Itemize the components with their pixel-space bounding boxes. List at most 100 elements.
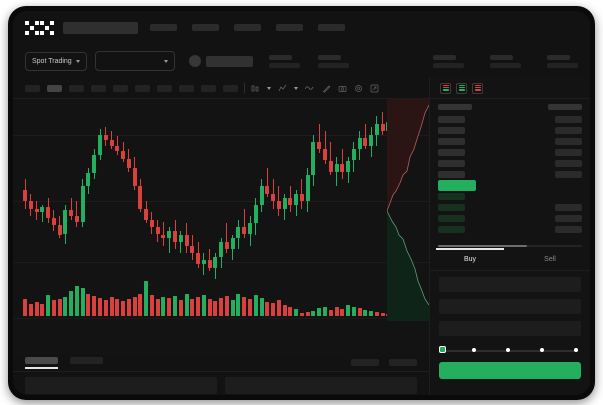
- timeframe-more[interactable]: [223, 84, 238, 92]
- nav-item-1[interactable]: [150, 24, 177, 31]
- tab-buy[interactable]: Buy: [430, 248, 510, 270]
- gridline: [13, 318, 429, 319]
- volume-bar: [126, 299, 131, 316]
- volume-bar: [282, 305, 287, 316]
- orderbook-asks-icon[interactable]: [472, 82, 483, 94]
- chart-bottom-tabs: [13, 354, 429, 372]
- slider-step-75[interactable]: [539, 347, 544, 352]
- tab-trading-view[interactable]: [70, 356, 103, 369]
- chevron-down-icon[interactable]: [267, 86, 271, 90]
- table-row[interactable]: [438, 114, 582, 125]
- volume-bar: [305, 312, 310, 316]
- table-row[interactable]: [438, 191, 582, 202]
- table-row[interactable]: [438, 224, 582, 235]
- volume-bar: [311, 310, 316, 316]
- volume-bar: [144, 281, 149, 316]
- volume-bar: [190, 299, 195, 316]
- slider-step-0[interactable]: [439, 346, 446, 353]
- table-row[interactable]: [438, 136, 582, 147]
- pair-selector[interactable]: [94, 51, 175, 71]
- tab-settings[interactable]: [389, 359, 417, 366]
- volume-bar: [40, 304, 45, 316]
- total-field[interactable]: [439, 321, 581, 336]
- price-field[interactable]: [439, 277, 581, 292]
- volume-bar: [265, 301, 270, 316]
- orderbook-bids-icon[interactable]: [456, 82, 467, 94]
- orderbook-scrollbar[interactable]: [438, 245, 582, 247]
- timeframe-buttons: [25, 84, 238, 92]
- timeframe-1h[interactable]: [113, 84, 128, 92]
- timeframe-30m[interactable]: [91, 84, 106, 92]
- settings-gear-icon[interactable]: [354, 84, 363, 93]
- bottom-panels: [13, 375, 429, 395]
- active-tab-underline: [25, 367, 58, 369]
- pair-label: [205, 55, 253, 67]
- place-buy-order-button[interactable]: [439, 362, 581, 379]
- volume-bar: [317, 308, 322, 316]
- volume-bar: [276, 300, 281, 316]
- volume-bar: [340, 308, 345, 316]
- table-row[interactable]: [438, 213, 582, 224]
- indicators-icon[interactable]: [278, 84, 287, 93]
- volume-bar: [380, 313, 385, 316]
- timeframe-1m[interactable]: [25, 84, 40, 92]
- trading-mode-selector[interactable]: Spot Trading: [25, 51, 87, 71]
- table-row[interactable]: [438, 169, 582, 180]
- volume-bar: [173, 295, 177, 316]
- nav-item-5[interactable]: [318, 24, 345, 31]
- market-header-bar: Spot Trading: [13, 44, 590, 78]
- positions-panel[interactable]: [225, 377, 417, 394]
- volume-bar: [374, 312, 379, 316]
- candlestick-chart-icon[interactable]: [251, 84, 260, 93]
- orderbook-both-icon[interactable]: [440, 82, 451, 94]
- drawing-pencil-icon[interactable]: [322, 84, 331, 93]
- okx-logo-icon[interactable]: [25, 20, 54, 35]
- nav-item-4[interactable]: [276, 24, 303, 31]
- slider-step-50[interactable]: [505, 347, 510, 352]
- timeframe-4h[interactable]: [135, 84, 150, 92]
- timeframe-5m[interactable]: [47, 84, 62, 92]
- table-row[interactable]: [438, 147, 582, 158]
- volume-bar: [299, 313, 304, 316]
- price-chart[interactable]: [13, 99, 429, 354]
- stat-high-24h: [433, 54, 464, 68]
- timeframe-1w[interactable]: [179, 84, 194, 92]
- nav-item-3[interactable]: [234, 24, 261, 31]
- tab-depth[interactable]: [351, 359, 379, 366]
- table-row[interactable]: [438, 158, 582, 169]
- nav-item-2[interactable]: [192, 24, 219, 31]
- volume-bar: [28, 303, 33, 316]
- timeframe-15m[interactable]: [69, 84, 84, 92]
- line-chart-icon[interactable]: [305, 84, 315, 92]
- table-row[interactable]: [438, 125, 582, 136]
- volume-bar: [46, 295, 51, 316]
- slider-step-25[interactable]: [471, 347, 476, 352]
- camera-icon[interactable]: [338, 84, 347, 93]
- market-depth-overlay: [387, 99, 429, 321]
- amount-percent-slider[interactable]: [439, 343, 581, 359]
- orderbook-column-headers: [438, 104, 582, 110]
- tab-original[interactable]: [25, 356, 58, 369]
- slider-step-100[interactable]: [573, 347, 578, 352]
- chevron-down-icon: [163, 59, 168, 63]
- orderbook-body[interactable]: [430, 99, 590, 249]
- volume-bar: [138, 293, 143, 316]
- stat-last-price: [268, 54, 300, 68]
- volume-bar: [288, 306, 293, 316]
- timeframe-1mo[interactable]: [201, 84, 216, 92]
- search-input[interactable]: [63, 21, 138, 34]
- chevron-down-icon[interactable]: [294, 86, 298, 90]
- volume-bar: [178, 300, 183, 316]
- ticker-stats-left: [268, 54, 367, 68]
- tab-sell[interactable]: Sell: [544, 256, 556, 263]
- table-row[interactable]: [438, 202, 582, 213]
- coin-avatar-icon: [188, 55, 201, 67]
- fullscreen-icon[interactable]: [370, 84, 379, 93]
- timeframe-1d[interactable]: [157, 84, 172, 92]
- volume-bar: [328, 309, 333, 316]
- amount-field[interactable]: [439, 299, 581, 314]
- gridline: [13, 201, 429, 202]
- app-screen: Spot Trading: [13, 11, 590, 395]
- orders-panel[interactable]: [25, 377, 217, 394]
- volume-bar: [23, 299, 27, 316]
